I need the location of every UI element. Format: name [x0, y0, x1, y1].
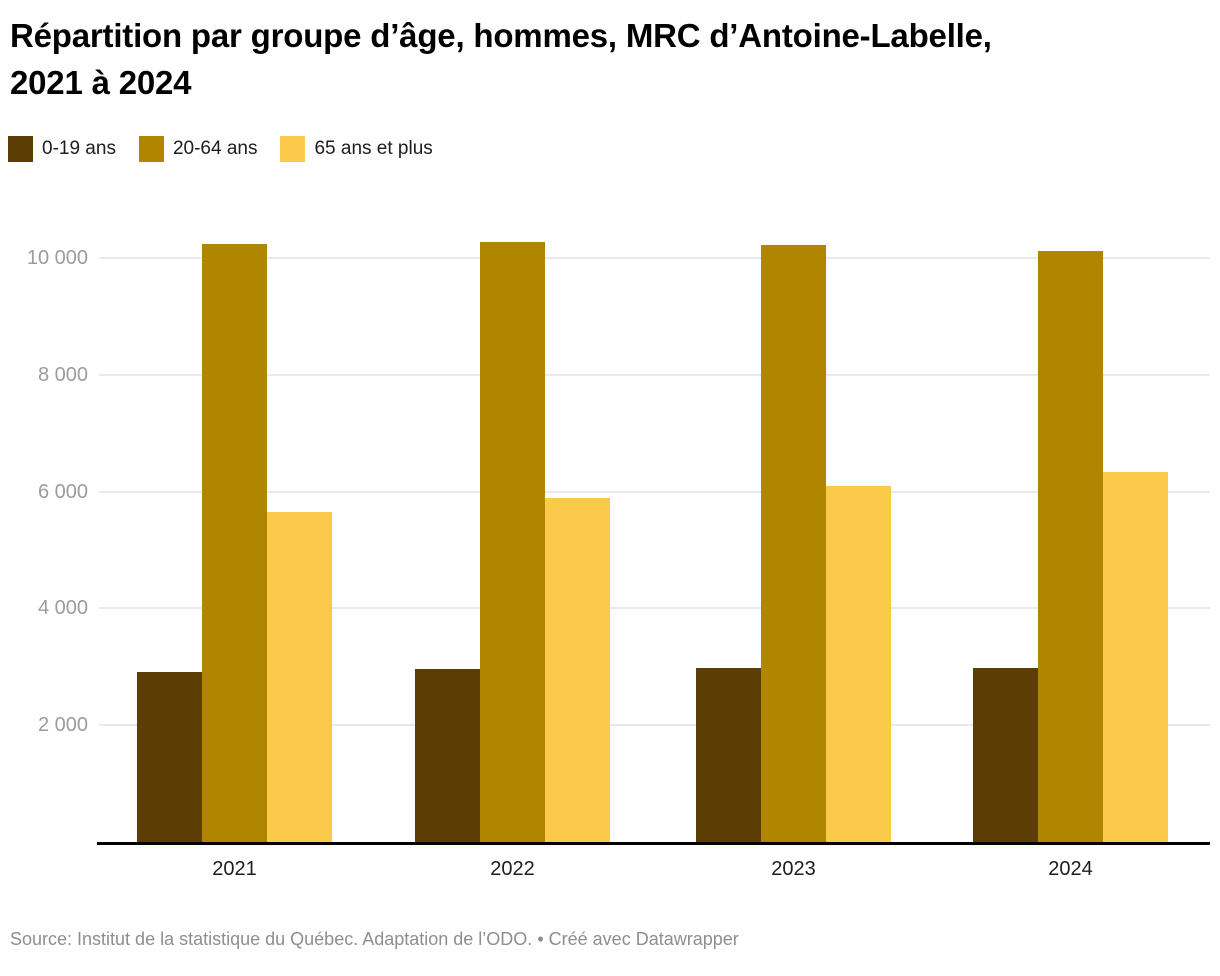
- y-axis-tick-label: 8 000: [37, 363, 88, 386]
- legend-item-20-64: 20-64 ans: [138, 136, 258, 162]
- y-gridline: [99, 490, 1210, 493]
- legend-swatch-20-64: [138, 136, 164, 162]
- x-axis-tick-label: 2022: [490, 858, 535, 880]
- legend: 0-19 ans 20-64 ans 65 ans et plus: [8, 136, 1220, 162]
- bar-20-64-ans-2023: [761, 244, 826, 842]
- legend-item-0-19: 0-19 ans: [8, 136, 116, 162]
- bar-0-19-ans-2021: [137, 672, 202, 842]
- y-gridline: [99, 257, 1210, 259]
- x-axis-line: [97, 842, 1210, 845]
- y-axis-tick-label: 2 000: [37, 714, 88, 737]
- legend-label: 20-64 ans: [172, 138, 258, 159]
- legend-label: 0-19 ans: [42, 138, 116, 159]
- datawrapper-attribution-link[interactable]: Créé avec Datawrapper: [548, 929, 739, 949]
- bar-0-19-ans-2024: [973, 667, 1038, 842]
- legend-swatch-0-19: [8, 136, 33, 162]
- y-axis-tick-label: 6 000: [37, 480, 88, 503]
- x-axis-tick-label: 2021: [212, 858, 257, 880]
- bar-65-ans-et-plus-2022: [545, 498, 610, 842]
- bar-65-ans-et-plus-2024: [1103, 472, 1168, 842]
- source-line: Source: Institut de la statistique du Qu…: [10, 929, 1220, 950]
- bar-20-64-ans-2021: [202, 243, 267, 842]
- chart-page: Répartition par groupe d’âge, hommes, MR…: [0, 12, 1220, 976]
- y-gridline: [99, 724, 1210, 727]
- bar-65-ans-et-plus-2021: [267, 511, 332, 842]
- y-axis-tick-label: 4 000: [37, 597, 88, 620]
- y-gridline: [99, 373, 1210, 376]
- bar-20-64-ans-2022: [480, 241, 545, 842]
- bar-65-ans-et-plus-2023: [826, 485, 891, 842]
- legend-item-65-plus: 65 ans et plus: [280, 136, 433, 162]
- legend-swatch-65-plus: [280, 136, 306, 162]
- x-axis-tick-label: 2023: [771, 858, 816, 880]
- chart-title: Répartition par groupe d’âge, hommes, MR…: [10, 17, 992, 101]
- y-axis-tick-label: 10 000: [26, 247, 88, 269]
- y-gridline: [99, 607, 1210, 610]
- source-text: Source: Institut de la statistique du Qu…: [10, 929, 533, 949]
- x-axis-tick-label: 2024: [1048, 858, 1093, 880]
- bullet-separator: •: [537, 929, 544, 949]
- bar-0-19-ans-2023: [696, 667, 761, 842]
- grouped-bar-chart: 2 000 4 000 6 000 8 000 10 000 2021 2022 2023 20…: [0, 224, 1220, 884]
- bar-20-64-ans-2024: [1038, 251, 1103, 842]
- bar-0-19-ans-2022: [415, 669, 480, 842]
- legend-label: 65 ans et plus: [314, 138, 433, 159]
